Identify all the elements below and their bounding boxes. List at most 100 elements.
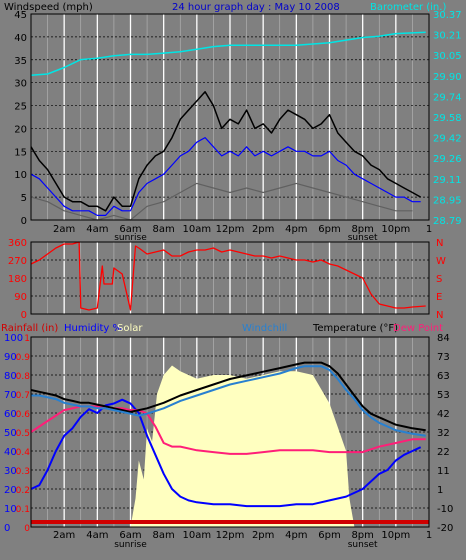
barometer-tick-label: 29.58 (433, 113, 462, 124)
humidity-tick-label: 80 (4, 371, 17, 382)
time-tick-label: 6pm (318, 530, 340, 541)
barometer-tick-label: 30.21 (433, 31, 462, 42)
direction-tick-label: 90 (14, 292, 27, 303)
time-tick-label: 10am (183, 224, 212, 235)
windspeed-tick-label: 35 (14, 56, 27, 67)
humidity-tick-label: 30 (4, 466, 17, 477)
direction-tick-label: 360 (8, 238, 27, 249)
rainfall-tick-label: 0.3 (16, 467, 30, 477)
time-tick-label: 2am (53, 224, 75, 235)
humidity-tick-label: 90 (4, 352, 17, 363)
humidity-tick-label: 40 (4, 447, 17, 458)
sunrise-label: sunrise (114, 233, 147, 243)
time-end-label: 1 (426, 224, 432, 235)
humidity-tick-label: 70 (4, 390, 17, 401)
time-tick-label: 6am (119, 224, 141, 235)
windspeed-tick-label: 20 (14, 124, 27, 135)
time-end-label: 1 (426, 530, 432, 541)
temperature-f-line (30, 361, 426, 432)
humidity-tick-label: 20 (4, 485, 17, 496)
sunset-label: sunset (348, 540, 378, 550)
windspeed-tick-label: 15 (14, 147, 27, 158)
direction-compass-label: W (436, 256, 446, 267)
rainfall-tick-label: 0.5 (16, 429, 30, 439)
time-tick-label: 2am (53, 530, 75, 541)
time-tick-label: 10pm (381, 224, 410, 235)
time-tick-label: 2pm (252, 224, 274, 235)
temp-panel-frame (30, 336, 430, 528)
time-tick-label: 4am (86, 530, 108, 541)
sunrise-label: sunrise (114, 540, 147, 550)
solar-legend: Solar (117, 323, 143, 334)
humidity-tick-label: 10 (4, 504, 17, 515)
barometer-axis-title: Barometer (in.) (370, 2, 446, 13)
windspeed-tick-label: 30 (14, 79, 27, 90)
direction-compass-label: S (436, 274, 442, 285)
time-tick-label: 6am (119, 530, 141, 541)
dewpoint-legend: Dew Point (393, 323, 443, 334)
rainfall-tick-label: 0.8 (16, 372, 31, 382)
rainfall-tick-label: 0.6 (16, 410, 31, 420)
rainfall-tick-label: 0.1 (16, 505, 30, 515)
temperature-tick-label: 53 (437, 390, 450, 401)
windspeed-axis-title: Windspeed (mph) (4, 2, 93, 13)
barometer-tick-label: 28.95 (433, 195, 462, 206)
time-tick-label: 12pm (216, 224, 245, 235)
temperature-tick-label: 11 (437, 466, 450, 477)
sunset-label: sunset (348, 233, 378, 243)
axis-labels: 45403530252015105030.3730.2130.0529.9029… (4, 10, 462, 550)
windspeed-tick-label: 0 (21, 216, 27, 227)
time-tick-label: 6pm (318, 224, 340, 235)
windspeed-tick-label: 45 (14, 10, 27, 21)
time-tick-label: 12pm (216, 530, 245, 541)
wind-direction-line (30, 241, 426, 311)
rainfall-tick-label: 0.7 (16, 391, 30, 401)
time-tick-label: 4am (86, 224, 108, 235)
barometer-tick-label: 29.11 (433, 175, 462, 186)
time-tick-label: 10am (183, 530, 212, 541)
time-tick-label: 4pm (285, 530, 307, 541)
barometer-tick-label: 29.90 (433, 72, 462, 83)
windspeed-gust-line (30, 91, 422, 212)
time-tick-label: 10pm (381, 530, 410, 541)
solar-area (130, 365, 363, 527)
barometer-tick-label: 29.42 (433, 134, 462, 145)
wind-panel-frame (30, 13, 430, 221)
direction-panel-frame (30, 241, 430, 315)
windspeed-minimum-line (30, 182, 413, 221)
direction-compass-label: N (436, 238, 443, 249)
windspeed-tick-label: 5 (21, 193, 27, 204)
temperature-tick-label: -10 (437, 504, 453, 515)
humidity-line (30, 398, 422, 508)
rainfall-tick-label: 0.9 (16, 353, 31, 363)
barometer-line (30, 31, 426, 77)
time-tick-label: 8pm (351, 530, 373, 541)
windspeed-tick-label: 25 (14, 102, 27, 113)
temperature-tick-label: 1 (437, 485, 443, 496)
barometer-tick-label: 29.74 (433, 92, 462, 103)
barometer-tick-label: 29.26 (433, 154, 462, 165)
windspeed-average-line (30, 137, 421, 216)
windspeed-tick-label: 40 (14, 33, 27, 44)
rainfall-tick-label: 0.4 (16, 448, 31, 458)
rainfall-tick-label: 0.2 (16, 486, 30, 496)
dew-point-line (30, 405, 426, 455)
temperature-legend: Temperature (°F) (312, 323, 398, 334)
barometer-tick-label: 30.37 (433, 10, 462, 21)
temperature-tick-label: 32 (437, 428, 450, 439)
temperature-tick-label: 22 (437, 447, 450, 458)
rainfall-tick-label: 1 (24, 334, 30, 344)
windchill-line (31, 365, 426, 437)
rainfall-legend: Rainfall (in) (1, 323, 58, 334)
humidity-tick-label: 0 (4, 523, 10, 534)
direction-compass-label: N (436, 310, 443, 321)
rainfall-bar (31, 520, 429, 524)
temperature-tick-label: 84 (437, 333, 450, 344)
barometer-tick-label: 30.05 (433, 51, 462, 62)
temperature-tick-label: 63 (437, 371, 450, 382)
direction-compass-label: E (436, 292, 442, 303)
time-tick-label: 2pm (252, 530, 274, 541)
time-tick-label: 8am (153, 530, 175, 541)
